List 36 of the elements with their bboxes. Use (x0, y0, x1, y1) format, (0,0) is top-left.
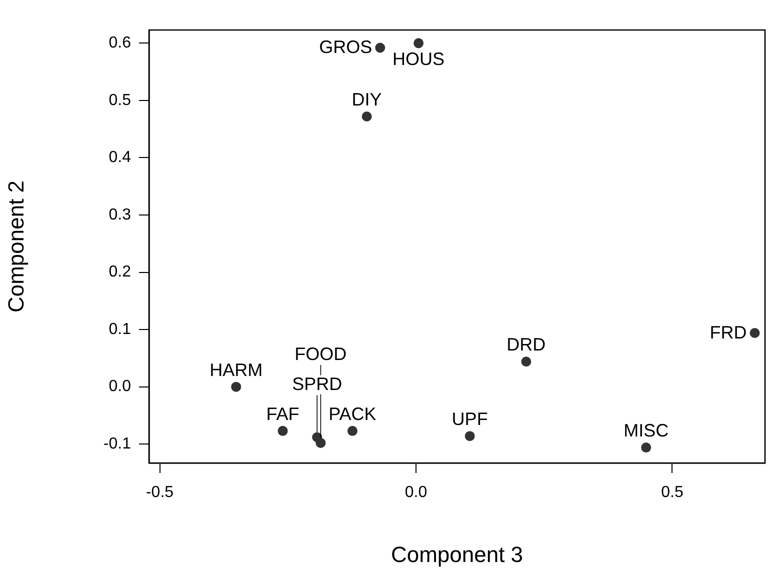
annotation: FRD (710, 322, 747, 342)
point (375, 42, 386, 53)
point (750, 328, 760, 338)
point (278, 426, 288, 436)
annotation: SPRD (292, 374, 342, 394)
point (641, 442, 652, 453)
point (231, 382, 242, 392)
y-tick-label: 0.2 (108, 264, 132, 281)
point (362, 111, 372, 122)
annotation: HOUS (392, 49, 445, 70)
x-axis-title: Component 3 (390, 542, 524, 567)
y-tick-label: -0.1 (103, 436, 132, 453)
annotation: DRD (506, 334, 546, 355)
annotation: FAF (266, 404, 300, 424)
y-tick-label: 0.6 (108, 34, 132, 52)
y-tick-label: 0.3 (108, 206, 132, 224)
annotation: UPF (452, 409, 488, 430)
annotation: DIY (352, 89, 382, 110)
annotation: PACK (328, 404, 376, 424)
y-tick-label: 0.4 (108, 149, 132, 166)
x-tick-label: 0.5 (661, 484, 684, 502)
point (464, 431, 475, 442)
annotation: FOOD (294, 344, 347, 364)
point (347, 426, 358, 436)
point (414, 38, 424, 48)
point (316, 438, 326, 448)
annotation: GROS (319, 37, 372, 58)
y-tick-label: 0.0 (108, 378, 132, 396)
y-tick-label: 0.5 (108, 92, 132, 109)
y-tick-label: 0.1 (108, 320, 132, 338)
y-axis-title: Component 2 (3, 180, 28, 313)
annotation: HARM (210, 360, 263, 380)
annotation: MISC (624, 420, 669, 441)
x-tick-label: -0.5 (146, 484, 174, 502)
point (521, 356, 532, 367)
x-tick-label: 0.0 (404, 484, 428, 502)
